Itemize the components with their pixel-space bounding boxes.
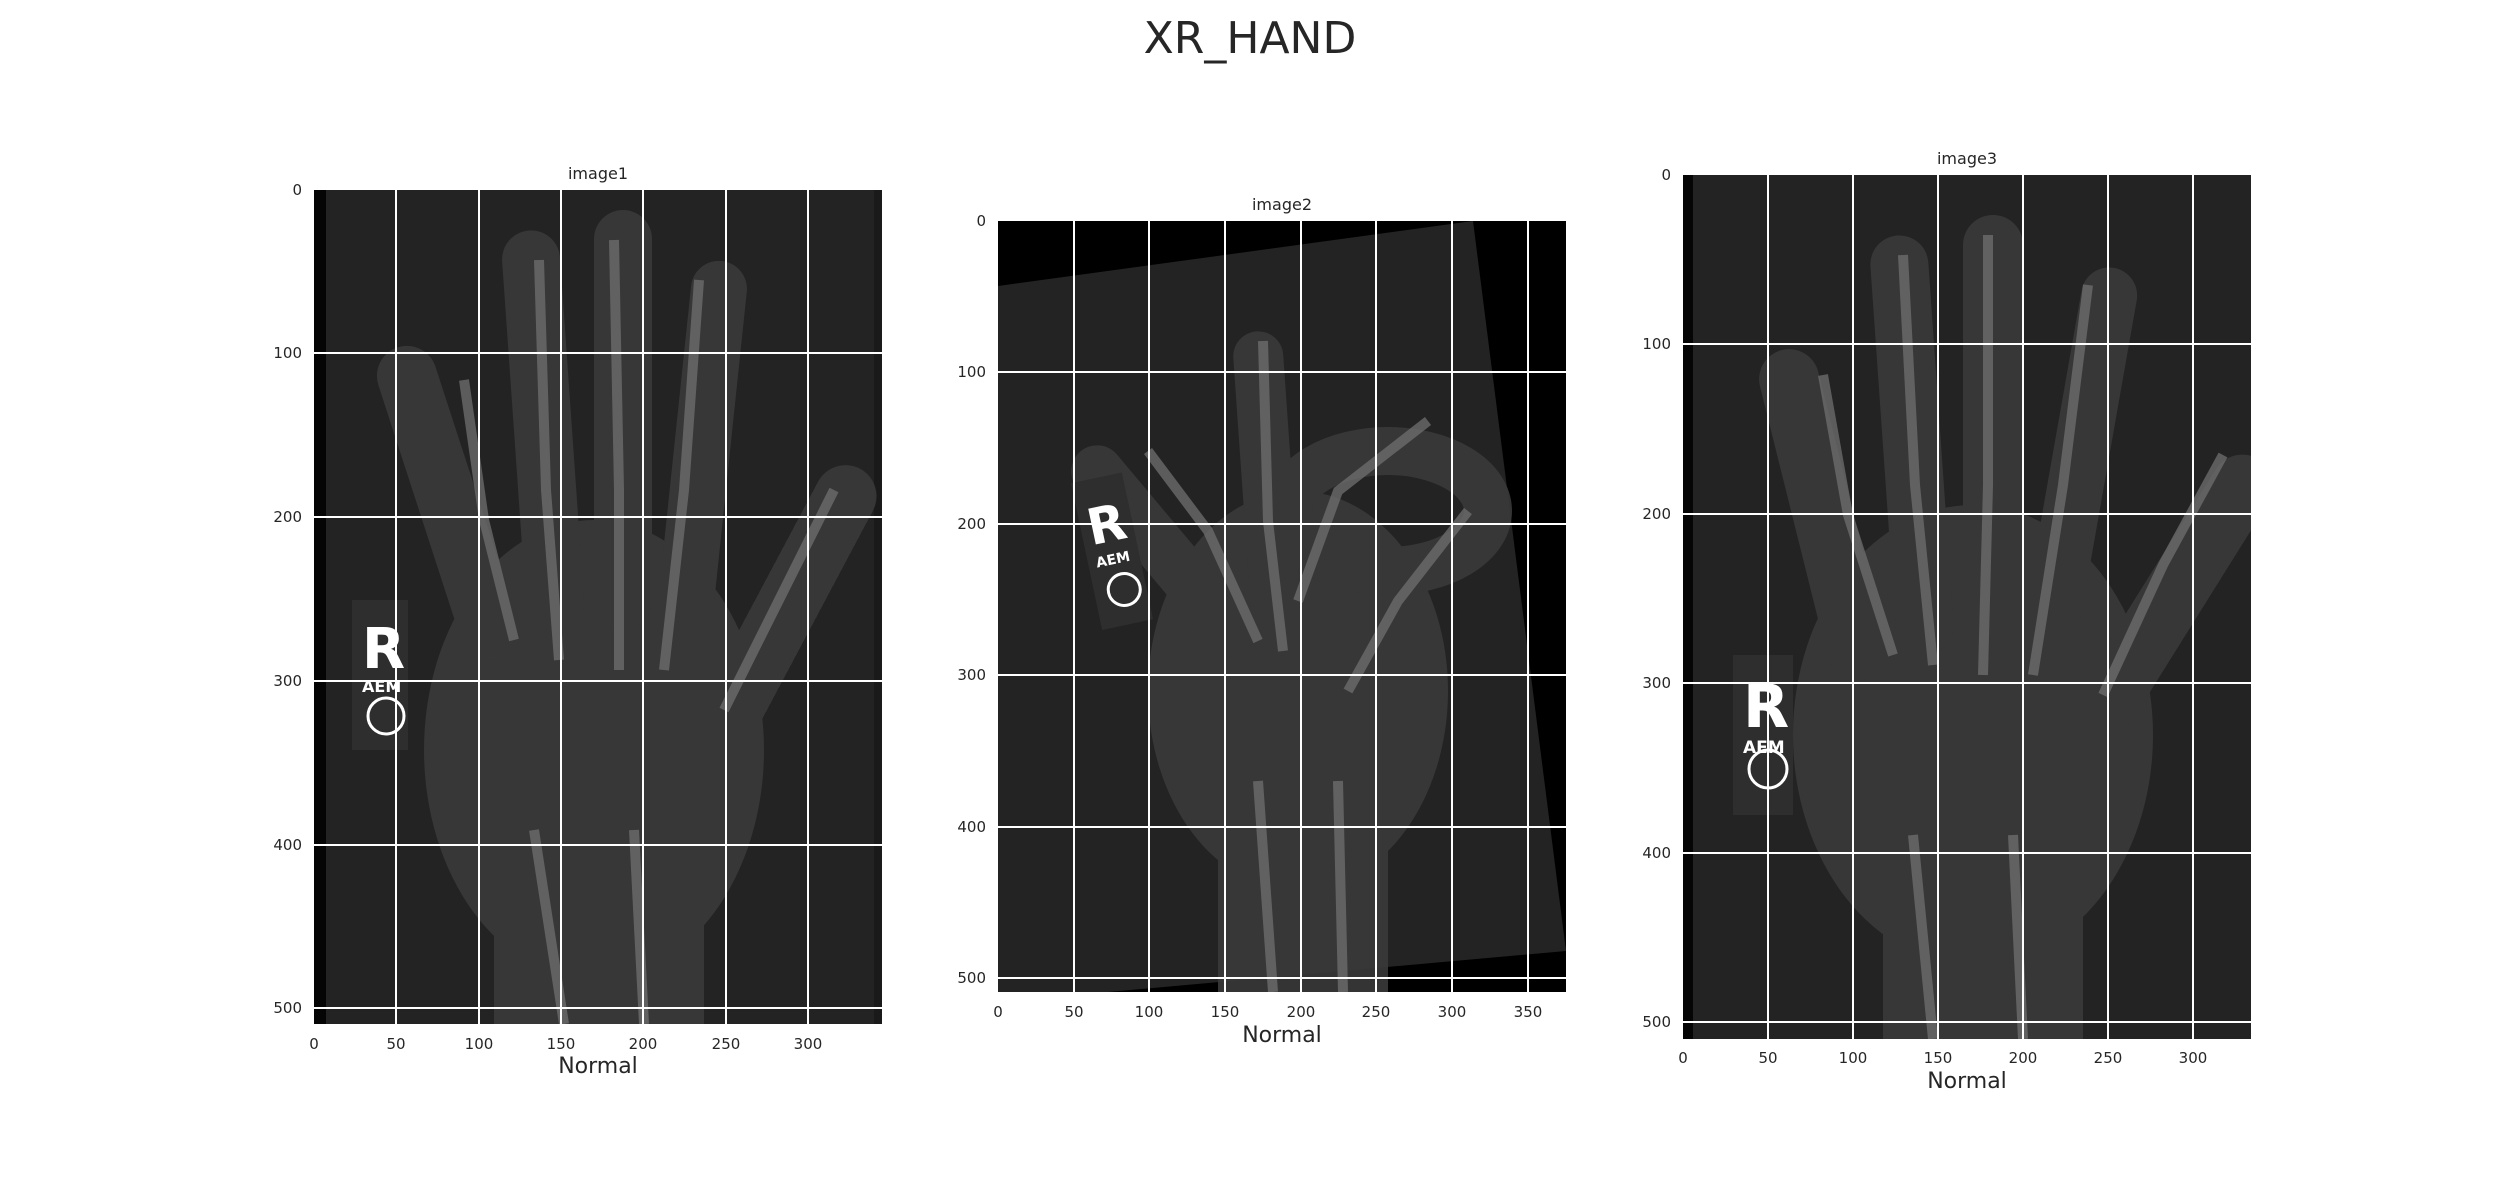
y-tick: 400 xyxy=(273,836,302,854)
y-tick: 200 xyxy=(273,508,302,526)
panel-title: image1 xyxy=(567,164,628,183)
x-tick: 50 xyxy=(1758,1049,1778,1067)
xray-image-1: R AEM xyxy=(314,190,882,1024)
x-tick: 0 xyxy=(1678,1049,1688,1067)
y-tick: 500 xyxy=(957,969,986,987)
y-tick: 0 xyxy=(976,212,986,230)
y-tick: 400 xyxy=(1642,844,1671,862)
y-tick: 500 xyxy=(1642,1013,1671,1031)
marker-letter: R xyxy=(362,617,405,682)
x-tick: 100 xyxy=(1838,1049,1868,1067)
y-tick: 100 xyxy=(1642,335,1671,353)
x-tick: 150 xyxy=(1923,1049,1953,1067)
x-tick: 300 xyxy=(2178,1049,2208,1067)
y-tick: 200 xyxy=(1642,505,1671,523)
x-axis-label: Normal xyxy=(1242,1023,1322,1048)
hand-silhouette xyxy=(1759,215,2251,1039)
x-tick: 350 xyxy=(1513,1003,1543,1021)
y-tick: 0 xyxy=(1661,166,1671,184)
x-tick: 250 xyxy=(2093,1049,2123,1067)
y-tick: 400 xyxy=(957,818,986,836)
x-tick: 0 xyxy=(993,1003,1003,1021)
y-tick: 300 xyxy=(957,666,986,684)
y-tick: 300 xyxy=(1642,674,1671,692)
y-tick: 300 xyxy=(273,672,302,690)
grid-lines xyxy=(1683,175,2251,1039)
y-tick: 200 xyxy=(957,515,986,533)
y-tick: 100 xyxy=(273,344,302,362)
grid-lines xyxy=(314,190,882,1024)
x-tick: 0 xyxy=(309,1035,319,1053)
grid-lines xyxy=(998,221,1566,992)
x-axis-label: Normal xyxy=(558,1054,638,1079)
x-tick: 100 xyxy=(464,1035,494,1053)
xray-image-2: R AEM xyxy=(998,221,1566,992)
x-tick: 300 xyxy=(793,1035,823,1053)
marker-initials: AEM xyxy=(1095,549,1132,572)
x-tick: 300 xyxy=(1437,1003,1467,1021)
y-tick: 500 xyxy=(273,999,302,1017)
x-axis-label: Normal xyxy=(1927,1069,2007,1094)
marker-initials: AEM xyxy=(1743,738,1785,758)
side-marker: R AEM xyxy=(352,600,408,750)
x-tick: 150 xyxy=(546,1035,576,1053)
xray-image-3: R AEM xyxy=(1683,175,2251,1039)
side-marker: R AEM xyxy=(1070,472,1154,630)
x-tick: 50 xyxy=(1064,1003,1084,1021)
x-tick: 250 xyxy=(711,1035,741,1053)
x-tick: 200 xyxy=(1286,1003,1316,1021)
x-tick: 200 xyxy=(628,1035,658,1053)
x-tick: 150 xyxy=(1210,1003,1240,1021)
y-tick: 0 xyxy=(292,181,302,199)
y-tick: 100 xyxy=(957,363,986,381)
panel-title: image2 xyxy=(1251,195,1312,214)
bones xyxy=(1144,340,1472,992)
x-tick: 200 xyxy=(2008,1049,2038,1067)
figure-title: XR_HAND xyxy=(1143,13,1357,64)
x-tick: 50 xyxy=(386,1035,406,1053)
side-marker: R AEM xyxy=(1733,655,1793,815)
x-tick: 250 xyxy=(1361,1003,1391,1021)
bones xyxy=(1818,235,2228,1039)
panel-title: image3 xyxy=(1936,149,1997,168)
x-tick: 100 xyxy=(1134,1003,1164,1021)
